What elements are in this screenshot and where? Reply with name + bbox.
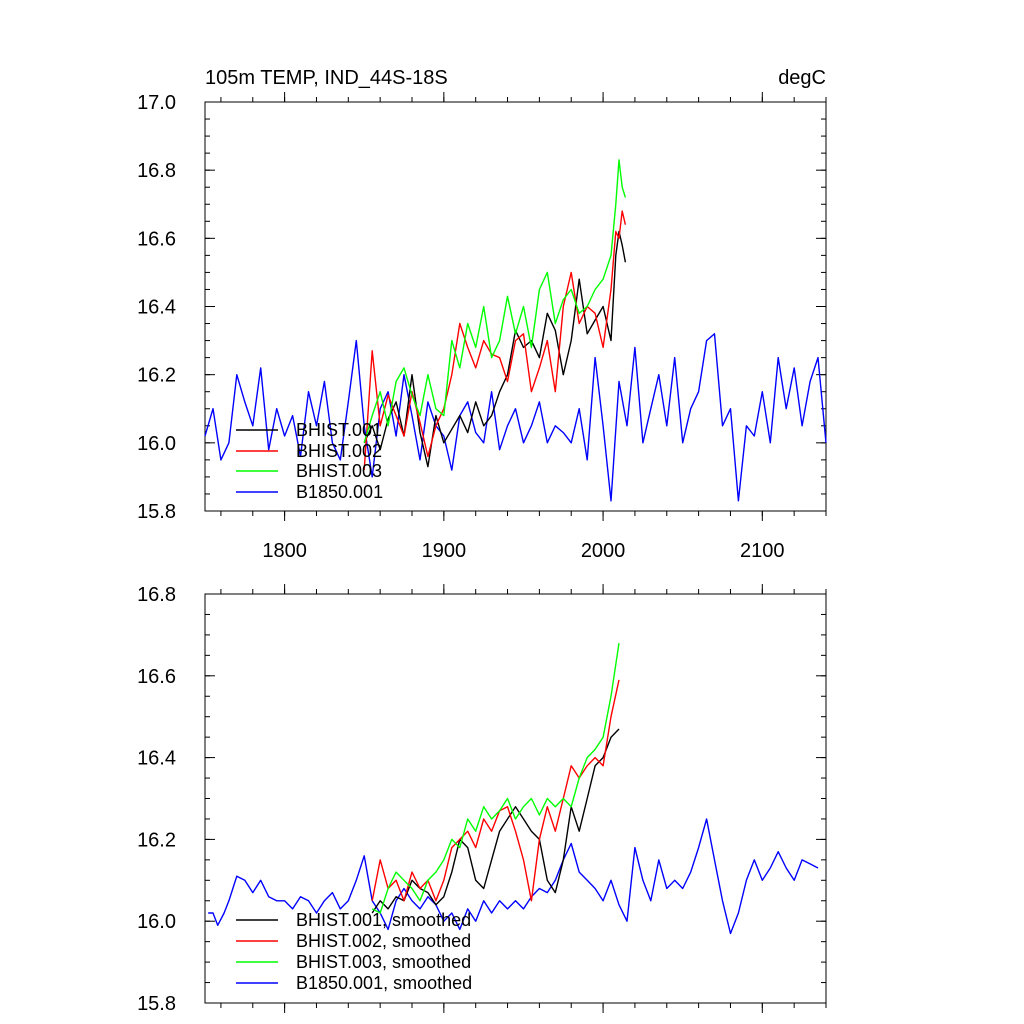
top-xtick-label: 2000 [581,540,626,562]
top-xtick-label: 2100 [740,540,785,562]
legend-label-bhist001: BHIST.001 [296,420,382,440]
legend-label-bhist001-smoothed: BHIST.001, smoothed [296,910,471,930]
top-ytick-label: 16.6 [137,228,176,250]
legend-label-b1850001-smoothed: B1850.001, smoothed [296,973,472,993]
bottom-ytick-label: 16.6 [137,666,176,688]
top-xtick-label: 1900 [422,540,467,562]
bottom-panel: 15.8 16.0 16.2 16.4 16.6 16.8 BHIST.001, smoo… [137,584,827,1015]
bottom-y-ticks: 15.8 16.0 16.2 16.4 16.6 16.8 [137,584,826,1015]
top-y-ticks: 15.8 16.0 16.2 16.4 16.6 16.8 17.0 [137,92,826,523]
top-ytick-label: 16.8 [137,160,176,182]
bottom-ytick-label: 15.8 [137,993,176,1015]
legend-label-bhist002-smoothed: BHIST.002, smoothed [296,931,471,951]
top-legend: BHIST.001 BHIST.002 BHIST.003 B1850.001 [236,420,383,502]
bottom-ytick-label: 16.4 [137,748,176,770]
series-line-bhist-003 [363,159,627,443]
top-ytick-label: 15.8 [137,501,176,523]
series-line-b1850-001 [204,333,827,502]
series-line-bhist-001-smoothed [371,728,620,914]
top-ytick-label: 16.0 [137,433,176,455]
bottom-ytick-label: 16.0 [137,911,176,933]
top-x-ticks: 1800 1900 2000 2100 [220,92,827,562]
top-ytick-label: 16.2 [137,365,176,387]
series-line-bhist-002-smoothed [371,679,620,902]
bottom-ytick-label: 16.2 [137,829,176,851]
legend-label-b1850001: B1850.001 [296,482,383,502]
series-line-bhist-003-smoothed [371,642,620,914]
top-series [204,159,827,502]
series-line-bhist-002 [363,210,627,471]
top-ytick-label: 17.0 [137,92,176,114]
legend-label-bhist002: BHIST.002 [296,441,382,461]
bottom-x-ticks [220,584,827,1013]
top-ytick-label: 16.4 [137,297,176,319]
legend-label-bhist003: BHIST.003 [296,461,382,481]
top-panel-title: 105m TEMP, IND_44S-18S [205,67,448,89]
bottom-legend: BHIST.001, smoothed BHIST.002, smoothed … [236,910,472,993]
bottom-series [208,642,819,935]
bottom-ytick-label: 16.8 [137,584,176,606]
top-panel: 105m TEMP, IND_44S-18S degC 15.8 16.0 16.2… [137,67,827,562]
legend-label-bhist003-smoothed: BHIST.003, smoothed [296,952,471,972]
top-panel-units: degC [778,67,826,89]
series-line-b1850-001-smoothed [208,818,819,935]
top-xtick-label: 1800 [262,540,307,562]
